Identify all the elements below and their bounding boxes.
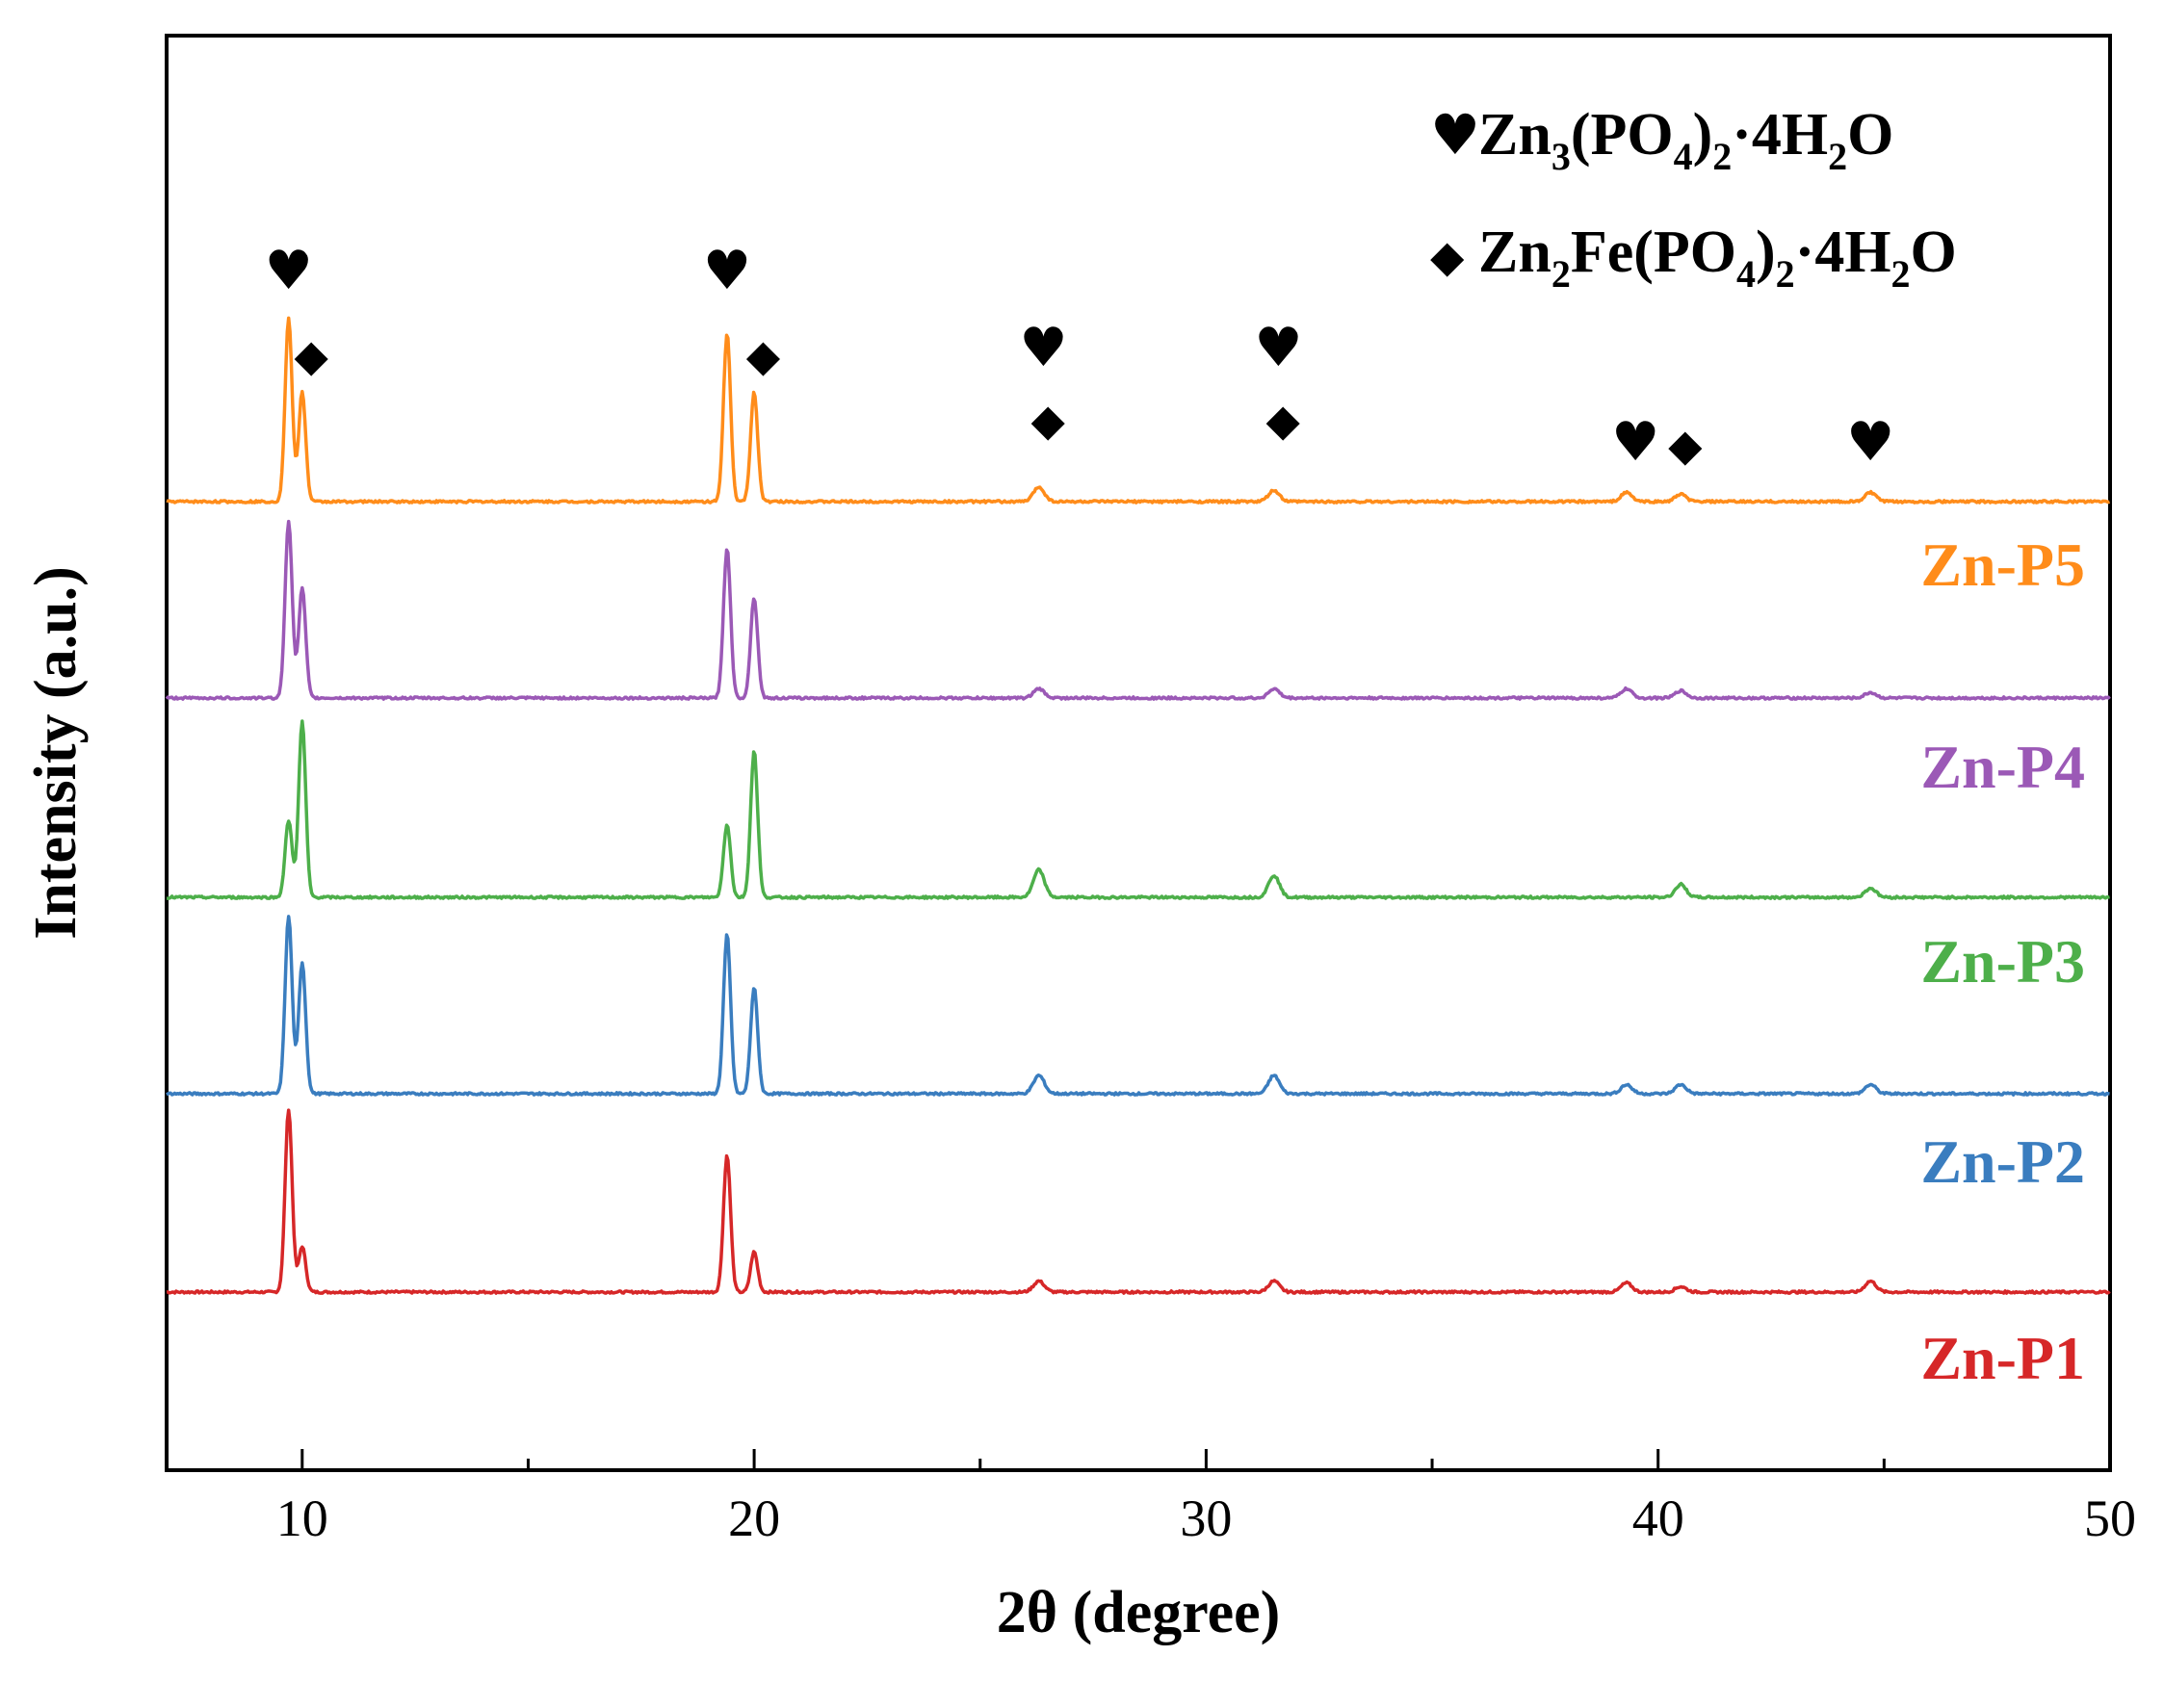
x-axis-tick-labels: 10 20 30 40 50 [276, 1489, 2136, 1547]
legend-diamond-icon: ◆ [1430, 230, 1465, 282]
series-labels: Zn-P1 Zn-P2 Zn-P3 Zn-P4 Zn-P5 [1920, 531, 2085, 1392]
legend-formula-subscript: 4 [1736, 252, 1756, 296]
diamond-icon: ◆ [1668, 419, 1703, 471]
series-group [165, 316, 2111, 1295]
x-axis-title: 2θ (degree) [997, 1580, 1281, 1645]
legend-heart-icon: ♥ [1430, 102, 1480, 168]
series-label-zn-p2: Zn-P2 [1920, 1127, 2085, 1196]
legend-label-2: Zn2Fe(PO4)2·4H2O [1478, 220, 1957, 296]
legend-formula-subscript: 2 [1828, 135, 1847, 178]
legend-formula-subscript: 2 [1891, 252, 1911, 296]
legend-formula-subscript: 2 [1551, 252, 1571, 296]
diamond-icon: ◆ [1030, 394, 1065, 446]
legend-formula-subscript: 3 [1551, 135, 1571, 178]
legend-formula-text: ) [1693, 102, 1713, 168]
x-tick-label: 50 [2084, 1489, 2136, 1547]
legend-formula-text: (PO [1571, 102, 1674, 168]
legend-formula-text: O [1911, 220, 1957, 285]
legend-formula-text: ·4H [1795, 220, 1891, 285]
diamond-icon: ◆ [294, 329, 328, 381]
legend-formula-subscript: 4 [1674, 135, 1693, 178]
series-line-zn-p4 [165, 519, 2111, 701]
heart-icon: ♥ [703, 240, 751, 302]
legend-formula-subscript: 2 [1776, 252, 1795, 296]
legend-formula-text: Zn [1478, 102, 1551, 168]
y-axis-title: Intensity (a.u.) [23, 566, 89, 940]
heart-icon: ♥ [1019, 317, 1067, 379]
series-line-zn-p5 [166, 316, 2110, 505]
plot-frame [165, 34, 2112, 1472]
diamond-icon: ◆ [1265, 394, 1300, 446]
legend-formula-text: ·4H [1732, 102, 1828, 168]
x-tick-label: 20 [728, 1489, 780, 1547]
legend: ♥Zn3(PO4)2·4H2O◆ Zn2Fe(PO4)2·4H2O [1430, 102, 1957, 296]
x-tick-label: 30 [1180, 1489, 1232, 1547]
legend-formula-text: Fe(PO [1571, 220, 1736, 285]
series-label-zn-p3: Zn-P3 [1920, 927, 2085, 996]
heart-icon: ♥ [1254, 317, 1302, 379]
series-label-zn-p5: Zn-P5 [1920, 531, 2085, 599]
series-line-zn-p3 [166, 719, 2110, 900]
legend-formula-text: O [1847, 102, 1893, 168]
diamond-icon: ◆ [746, 329, 781, 381]
series-label-zn-p4: Zn-P4 [1920, 733, 2085, 801]
heart-icon: ♥ [265, 240, 313, 302]
legend-formula-text: ) [1756, 220, 1776, 285]
peak-markers: ♥◆♥◆ ♥◆♥◆ ♥ ◆ ♥ [265, 240, 1895, 474]
series-line-zn-p1 [166, 1108, 2111, 1295]
series-label-zn-p1: Zn-P1 [1920, 1324, 2085, 1392]
legend-formula-text: Zn [1478, 220, 1551, 285]
series-line-zn-p2 [166, 915, 2110, 1097]
x-tick-label: 40 [1632, 1489, 1684, 1547]
legend-formula-subscript: 2 [1712, 135, 1732, 178]
legend-label-1: Zn3(PO4)2·4H2O [1478, 102, 1893, 178]
heart-icon: ♥ [1846, 411, 1894, 474]
x-tick-label: 10 [276, 1489, 328, 1547]
heart-icon: ♥ [1611, 411, 1659, 474]
x-axis-ticks [300, 1449, 2112, 1470]
